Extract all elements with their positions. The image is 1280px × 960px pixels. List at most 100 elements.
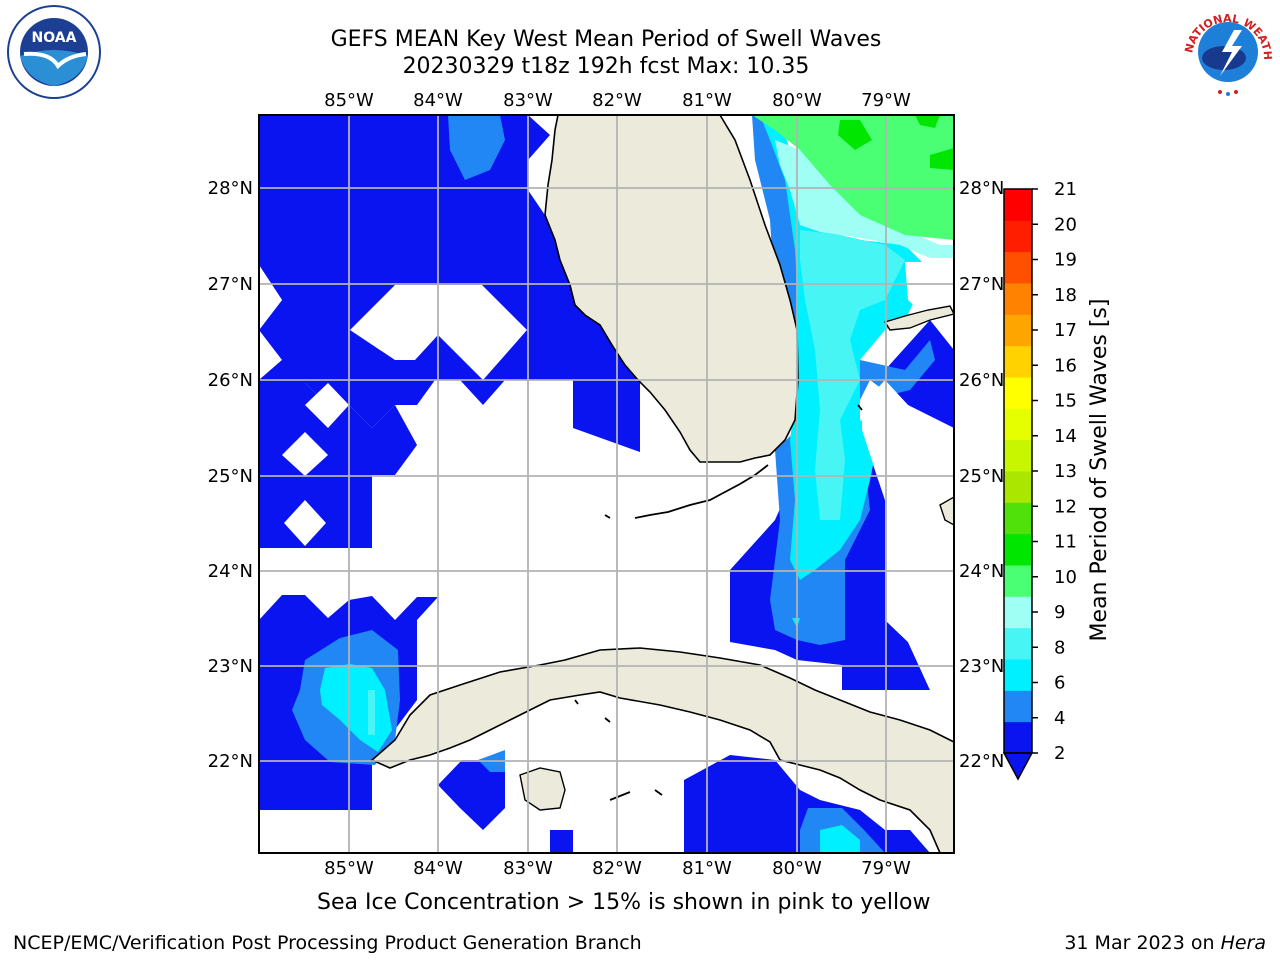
- colorbar-tick-label: 2: [1054, 743, 1065, 764]
- latitude-labels-right: 28°N 27°N 26°N 25°N 24°N 23°N 22°N: [959, 178, 1004, 772]
- colorbar: 2 4 6 8 9 10 11 12 13 14 15 16 17 18 19 20 21: [1002, 179, 1077, 781]
- colorbar-swatch: [1004, 189, 1032, 221]
- contour-9-10s-atlantic: [775, 140, 954, 258]
- lon-label-top: 83°W: [503, 90, 553, 111]
- no-data-patch-3: [282, 432, 328, 476]
- lon-label-bottom: 80°W: [772, 858, 822, 879]
- colorbar-swatch: [1004, 220, 1032, 253]
- noaa-logo-text: NOAA: [32, 30, 77, 46]
- lat-label-right: 26°N: [959, 370, 1004, 391]
- colorbar-tick-label: 11: [1054, 532, 1077, 553]
- lon-label-top: 84°W: [413, 90, 463, 111]
- contour-10-11s-atlantic: [752, 115, 954, 240]
- colorbar-tick-label: 18: [1054, 285, 1077, 306]
- colorbar-swatch: [1004, 721, 1032, 754]
- colorbar-tick-label: 15: [1054, 391, 1077, 412]
- no-data-patch-4: [284, 500, 326, 546]
- lon-label-bottom: 82°W: [592, 858, 642, 879]
- contour-4-6s-northgulf: [448, 115, 505, 180]
- colorbar-tick-label: 9: [1054, 602, 1065, 623]
- noaa-logo: NOAA: [7, 5, 101, 99]
- colorbar-tick-label: 17: [1054, 320, 1077, 341]
- florida-keys: [574, 404, 863, 801]
- lat-label-left: 27°N: [208, 274, 253, 295]
- colorbar-tick-label: 12: [1054, 496, 1077, 517]
- land-florida: [544, 115, 799, 463]
- colorbar-tick-label: 6: [1054, 673, 1065, 694]
- colorbar-tick-label: 10: [1054, 567, 1077, 588]
- nws-logo: NATIONAL WEATHER SERVICE: [1178, 2, 1274, 98]
- sea-ice-note: Sea Ice Concentration > 15% is shown in …: [317, 890, 931, 915]
- lon-label-bottom: 79°W: [861, 858, 911, 879]
- colorbar-tick-label: 20: [1054, 214, 1077, 235]
- lon-label-bottom: 81°W: [682, 858, 732, 879]
- colorbar-swatch: [1004, 408, 1032, 441]
- colorbar-tick-label: 16: [1054, 355, 1077, 376]
- land-masses: [370, 115, 954, 853]
- lat-label-right: 24°N: [959, 561, 1004, 582]
- map-title: GEFS MEAN Key West Mean Period of Swell …: [330, 27, 882, 52]
- colorbar-tick-label: 19: [1054, 250, 1077, 271]
- no-data-east-straits: [862, 380, 954, 690]
- colorbar-swatch: [1004, 345, 1032, 378]
- no-data-patch-2: [259, 265, 282, 330]
- contour-2-4s-south-cuba: [684, 755, 930, 853]
- colorbar-tick-label: 13: [1054, 461, 1077, 482]
- credit-date-text: 31 Mar 2023 on: [1064, 932, 1215, 954]
- colorbar-swatch: [1004, 377, 1032, 409]
- latitude-labels-left: 28°N 27°N 26°N 25°N 24°N 23°N 22°N: [208, 178, 253, 772]
- lat-label-right: 27°N: [959, 274, 1004, 295]
- colorbar-swatch: [1004, 471, 1032, 503]
- colorbar-swatch: [1004, 314, 1032, 347]
- lat-label-left: 22°N: [208, 751, 253, 772]
- colorbar-swatch: [1004, 439, 1032, 472]
- contour-6-8s-straits-tip: [792, 618, 800, 628]
- lon-label-top: 79°W: [861, 90, 911, 111]
- colorbar-swatch: [1004, 283, 1032, 315]
- colorbar-under-arrow: [1002, 752, 1034, 781]
- gridlines: [259, 115, 954, 853]
- longitude-labels-top: 85°W 84°W 83°W 82°W 81°W 80°W 79°W: [324, 90, 911, 111]
- land-bahamas-grand: [883, 305, 954, 331]
- longitude-labels-bottom: 85°W 84°W 83°W 82°W 81°W 80°W 79°W: [324, 858, 911, 879]
- lat-label-right: 25°N: [959, 466, 1004, 487]
- contour-6-8s-southcuba: [820, 825, 860, 853]
- colorbar-label: Mean Period of Swell Waves [s]: [1087, 299, 1112, 642]
- no-data-bahamas: [905, 262, 954, 320]
- contour-2-4s-west-gulf: [259, 360, 417, 548]
- colorbar-swatch: [1004, 533, 1032, 566]
- map-area: [259, 115, 954, 853]
- lat-label-left: 24°N: [208, 561, 253, 582]
- lat-label-left: 23°N: [208, 656, 253, 677]
- contour-2-4s-cuba-south: [438, 760, 505, 830]
- credit-branch: NCEP/EMC/Verification Post Processing Pr…: [13, 932, 642, 954]
- colorbar-tick-label: 8: [1054, 637, 1065, 658]
- colorbar-tick-label: 14: [1054, 426, 1077, 447]
- colorbar-swatch: [1004, 596, 1032, 629]
- colorbar-swatch: [1004, 565, 1032, 597]
- lon-label-bottom: 85°W: [324, 858, 374, 879]
- colorbar-swatch: [1004, 251, 1032, 284]
- colorbar-swatch: [1004, 659, 1032, 691]
- swell-period-field: [259, 115, 954, 853]
- land-cuba: [370, 647, 954, 853]
- contour-11-12s-patch2: [930, 148, 954, 170]
- no-data-patch-5: [305, 383, 349, 428]
- contour-2-4s-isla: [550, 830, 573, 853]
- colorbar-tick-label: 21: [1054, 179, 1077, 200]
- lat-label-left: 25°N: [208, 466, 253, 487]
- land-andros: [939, 496, 954, 526]
- lon-label-bottom: 83°W: [503, 858, 553, 879]
- credit-date: 31 Mar 2023 on Hera: [1064, 932, 1266, 954]
- map-frame: [258, 114, 955, 854]
- contour-8-9s-yucatan: [368, 690, 375, 735]
- lat-label-left: 26°N: [208, 370, 253, 391]
- credit-host: Hera: [1220, 932, 1266, 954]
- lat-label-right: 22°N: [959, 751, 1004, 772]
- lon-label-top: 81°W: [682, 90, 732, 111]
- contour-11-12s-patch1: [838, 120, 872, 150]
- contour-8-9s-atlantic: [800, 230, 905, 520]
- colorbar-swatch: [1004, 502, 1032, 535]
- lon-label-top: 85°W: [324, 90, 374, 111]
